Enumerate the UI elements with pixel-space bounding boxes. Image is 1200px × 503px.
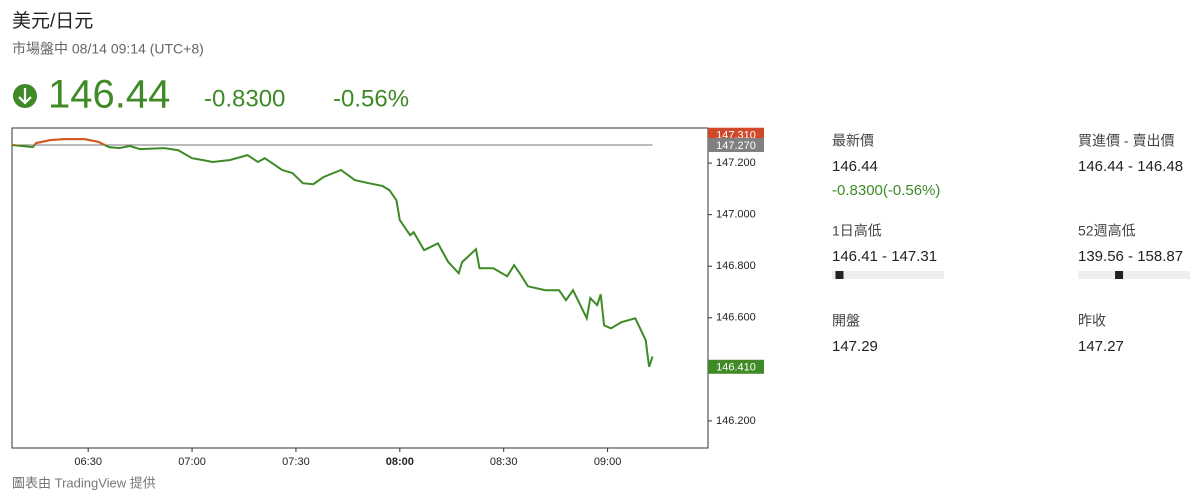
stats: 最新價 146.44 -0.8300(-0.56%) 買進價 - 賣出價 146.44 … [832,133,1190,355]
price-tag-label: 146.410 [716,362,756,374]
stat-label: 買進價 - 賣出價 [1078,133,1174,149]
range-track [1078,271,1190,279]
range-marker [1115,271,1124,279]
y-tick-label: 146.800 [716,260,756,272]
range-marker [835,271,844,279]
plot-frame [11,127,709,449]
chart: 146.200 146.600 146.800 147.000 147.200 06:30… [11,127,764,468]
x-tick-label: 06:30 [74,456,102,468]
x-tick-label: 09:00 [594,456,622,468]
stat-value: 146.44 - 146.48 [1078,158,1183,175]
stat-value: 146.41 - 147.31 [832,248,937,265]
y-tick-label: 146.200 [716,415,756,427]
y-tick-label: 147.000 [716,209,756,221]
x-tick-label: 08:30 [490,456,518,468]
stat-value: 146.44 [832,158,878,175]
x-tick-label: 08:00 [386,456,414,468]
change-percent: -0.56% [333,85,409,112]
down-icon [13,84,37,108]
status: 市場盤中 08/14 09:14 (UTC+8) [12,41,204,57]
footer: 圖表由 TradingView 提供 [12,475,156,490]
stat-label: 昨收 [1078,313,1106,329]
y-tick-label: 146.600 [716,312,756,324]
range-track [832,271,944,279]
stat-label: 開盤 [832,313,860,329]
change: -0.8300 [204,85,285,112]
x-tick-label: 07:30 [282,456,310,468]
stat-value: 139.56 - 158.87 [1078,248,1183,265]
stat-label: 1日高低 [832,223,882,239]
price-tag-label: 147.270 [716,140,756,152]
title: 美元/日元 [12,10,93,32]
x-tick-label: 07:00 [178,456,206,468]
stat-label: 最新價 [832,133,874,149]
stat-value: 147.29 [832,338,878,355]
stat-change: -0.8300(-0.56%) [832,182,940,199]
price-tag [708,138,764,153]
y-tick-label: 147.200 [716,157,756,169]
price-tag [708,359,764,374]
price-line [11,138,654,368]
stat-label: 52週高低 [1078,223,1136,239]
stat-value: 147.27 [1078,338,1124,355]
price: 146.44 [48,73,170,117]
